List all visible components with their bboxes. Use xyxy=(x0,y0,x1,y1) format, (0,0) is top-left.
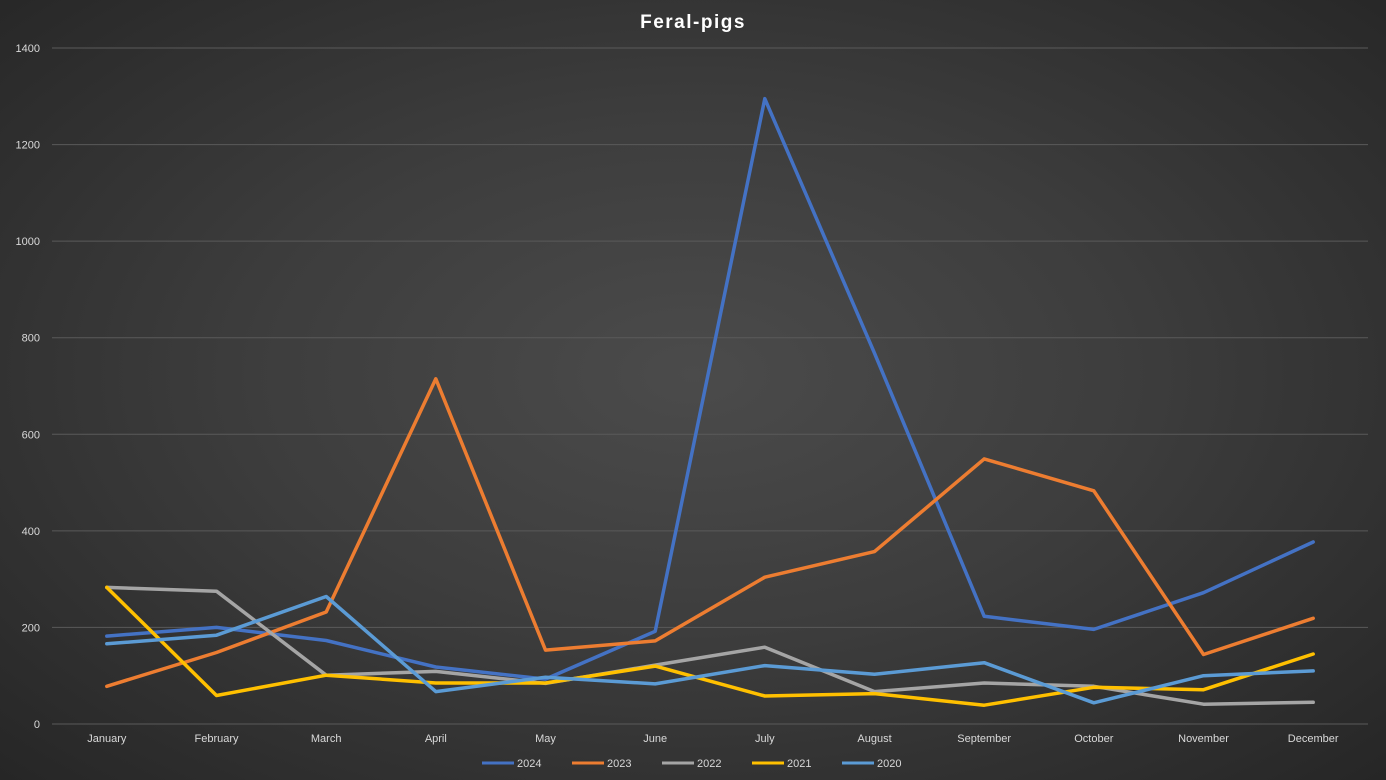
x-tick-label: January xyxy=(87,733,127,745)
x-axis-tick-labels: January February March April May June July Augu… xyxy=(87,733,1339,745)
legend-label-2022: 2022 xyxy=(697,758,721,770)
y-tick-label: 400 xyxy=(22,526,40,538)
x-tick-label: September xyxy=(957,733,1011,745)
y-tick-label: 0 xyxy=(34,719,40,731)
x-tick-label: May xyxy=(535,733,556,745)
x-tick-label: March xyxy=(311,733,342,745)
legend-label-2024: 2024 xyxy=(517,758,541,770)
series-lines xyxy=(105,96,1315,707)
y-tick-label: 600 xyxy=(22,429,40,441)
series-line-2024 xyxy=(105,96,1315,681)
y-tick-label: 1400 xyxy=(16,43,40,55)
chart-title: Feral-pigs xyxy=(640,12,746,33)
x-tick-label: August xyxy=(857,733,891,745)
y-tick-label: 200 xyxy=(22,622,40,634)
legend-label-2020: 2020 xyxy=(877,758,901,770)
x-tick-label: February xyxy=(194,733,239,745)
x-tick-label: October xyxy=(1074,733,1113,745)
series-line-2020 xyxy=(105,594,1315,705)
legend-label-2021: 2021 xyxy=(787,758,811,770)
legend: 2024 2023 2022 2021 2020 xyxy=(482,758,901,770)
x-tick-label: June xyxy=(643,733,667,745)
series-line-2021 xyxy=(105,585,1315,707)
x-tick-label: July xyxy=(755,733,775,745)
y-axis-tick-labels: 0 200 400 600 800 1000 1200 1400 xyxy=(16,43,40,731)
series-line-2023 xyxy=(105,377,1315,689)
y-tick-label: 1000 xyxy=(16,236,40,248)
y-tick-label: 800 xyxy=(22,333,40,345)
legend-label-2023: 2023 xyxy=(607,758,631,770)
y-tick-label: 1200 xyxy=(16,140,40,152)
x-tick-label: December xyxy=(1288,733,1339,745)
x-tick-label: April xyxy=(425,733,447,745)
x-tick-label: November xyxy=(1178,733,1229,745)
gridlines xyxy=(52,47,1368,725)
